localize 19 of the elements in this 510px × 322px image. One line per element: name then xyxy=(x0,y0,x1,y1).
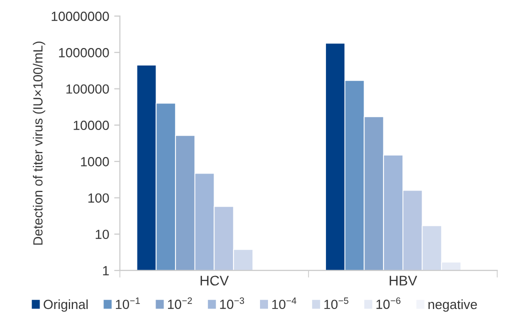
legend-label: 10$^{−6}$ xyxy=(376,297,400,310)
legend-label: negative xyxy=(428,299,477,312)
y-tick-label: 100 xyxy=(88,193,109,203)
y-tick-label: 100000 xyxy=(66,84,109,94)
y-tick-label: 10000000 xyxy=(52,12,109,22)
x-tick-label: HBV xyxy=(390,276,418,286)
y-tick-label: 1 xyxy=(103,266,109,276)
legend-label: 10$^{−2}$ xyxy=(168,297,192,310)
legend-label: 10$^{−4}$ xyxy=(272,298,296,310)
y-tick-label: 1000 xyxy=(81,157,109,166)
y-tick-label: 1000000 xyxy=(59,48,109,58)
y-axis-title: Detection of titer virus (IU×100/mL) xyxy=(32,42,46,245)
x-tick-label: HCV xyxy=(200,276,229,286)
legend-label: 10$^{−5}$ xyxy=(324,298,348,310)
legend-label: Original xyxy=(44,299,88,312)
y-tick-label: 10000 xyxy=(74,120,109,130)
legend-label: 10$^{−3}$ xyxy=(220,297,244,310)
y-tick-label: 10 xyxy=(96,230,109,240)
legend-label: 10$^{−1}$ xyxy=(116,298,140,310)
